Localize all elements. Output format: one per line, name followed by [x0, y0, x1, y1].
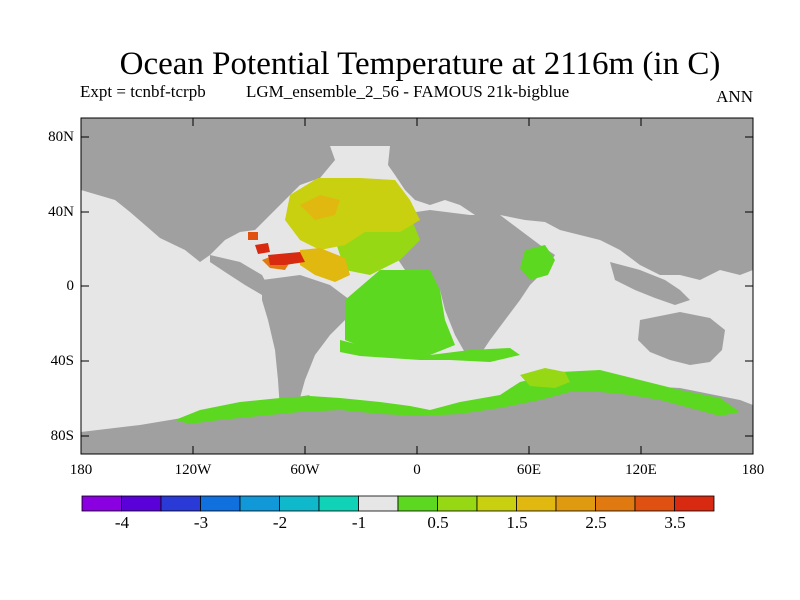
colorbar-label: 0.5 [427, 513, 449, 532]
axis-ticks [81, 118, 753, 454]
colorbar-box [358, 495, 399, 512]
colorbar-box [634, 495, 675, 512]
lat-label: 40N [48, 204, 74, 220]
colorbar-box [121, 495, 162, 512]
colorbar-box [516, 495, 557, 512]
colorbar-box [595, 495, 636, 512]
lon-label: 60E [516, 462, 542, 478]
colorbar-box [674, 495, 715, 512]
experiment-label: Expt = tcnbf-tcrpb [80, 82, 206, 101]
colorbar-label: -2 [272, 513, 288, 532]
colorbar-box [279, 495, 320, 512]
colorbar-label: -1 [351, 513, 367, 532]
lon-label: 180 [741, 462, 765, 478]
lat-label: 0 [66, 278, 75, 294]
colorbar-box [476, 495, 517, 512]
map-title: Ocean Potential Temperature at 2116m (in… [119, 46, 721, 82]
colorbar-box [318, 495, 359, 512]
period-label: ANN [716, 87, 753, 106]
colorbar-box [160, 495, 201, 512]
colorbar [81, 495, 715, 512]
atlantic-fill [175, 178, 740, 424]
colorbar-box [437, 495, 478, 512]
lat-label: 40S [50, 353, 74, 369]
colorbar-label: 3.5 [664, 513, 686, 532]
lon-label: 60W [290, 462, 320, 478]
run-label: LGM_ensemble_2_56 - FAMOUS 21k-bigblue [246, 82, 570, 101]
colorbar-box [81, 495, 122, 512]
lon-label: 0 [413, 462, 421, 478]
colorbar-label: 2.5 [585, 513, 607, 532]
colorbar-box [239, 495, 280, 512]
lon-label: 120E [625, 462, 657, 478]
colorbar-box [200, 495, 241, 512]
colorbar-label: 1.5 [506, 513, 528, 532]
colorbar-label: -3 [193, 513, 209, 532]
lat-label: 80N [48, 129, 74, 145]
lon-label: 120W [174, 462, 212, 478]
lat-label: 80S [50, 428, 74, 444]
colorbar-box [397, 495, 438, 512]
colorbar-box [555, 495, 596, 512]
colorbar-label: -4 [114, 513, 130, 532]
lon-label: 180 [69, 462, 93, 478]
